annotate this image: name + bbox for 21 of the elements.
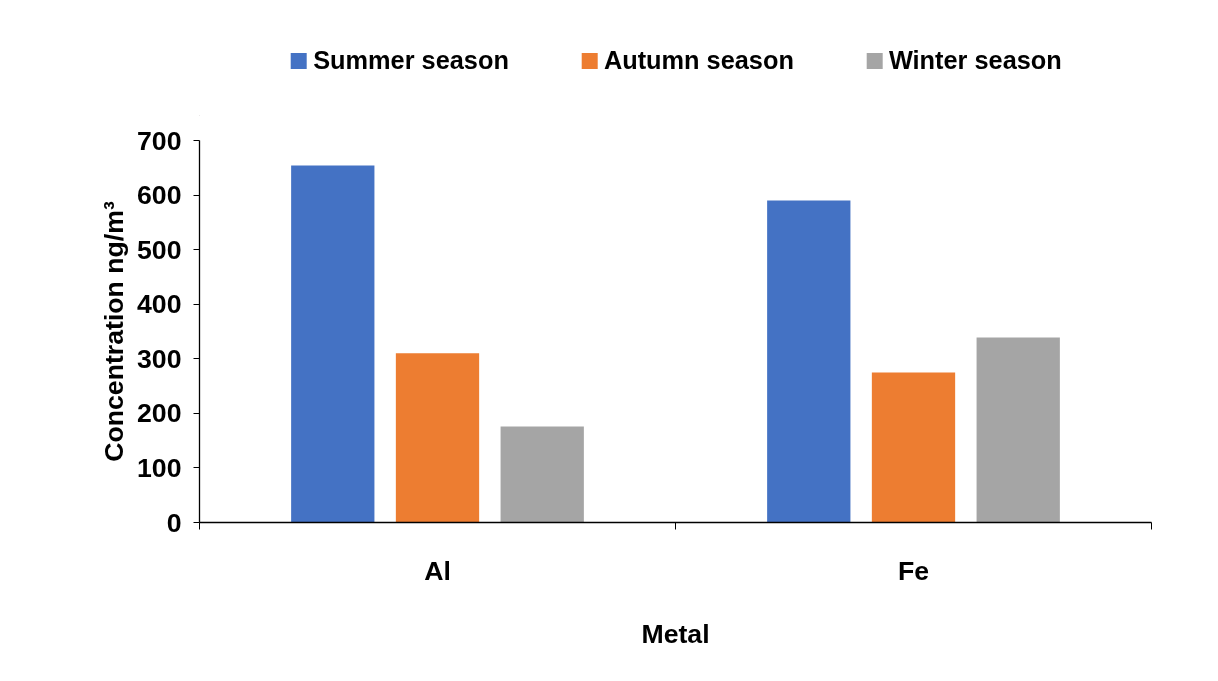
y-tick-label: 700 <box>137 125 182 156</box>
bar <box>395 353 480 523</box>
y-tick-label: 200 <box>137 398 182 429</box>
y-tick-label: 100 <box>137 452 182 483</box>
legend-label: Summer season <box>313 45 509 75</box>
bar <box>976 337 1060 523</box>
bar <box>500 426 584 523</box>
y-tick-label: 500 <box>137 234 182 265</box>
bar <box>291 165 375 523</box>
y-tick-label: 400 <box>137 289 182 320</box>
bar <box>767 200 851 523</box>
y-tick-label: 600 <box>137 180 182 211</box>
y-axis-title: Concentration ng/m³ <box>99 201 130 462</box>
x-tick-label: Al <box>424 555 451 586</box>
x-axis-title: Metal <box>641 618 710 649</box>
y-tick-label: 300 <box>137 343 182 374</box>
y-tick-label: 0 <box>166 507 182 538</box>
x-tick-label: Fe <box>897 555 930 586</box>
legend-label: Winter season <box>888 45 1062 75</box>
legend-label: Autumn season <box>603 45 794 75</box>
bar <box>871 372 956 523</box>
